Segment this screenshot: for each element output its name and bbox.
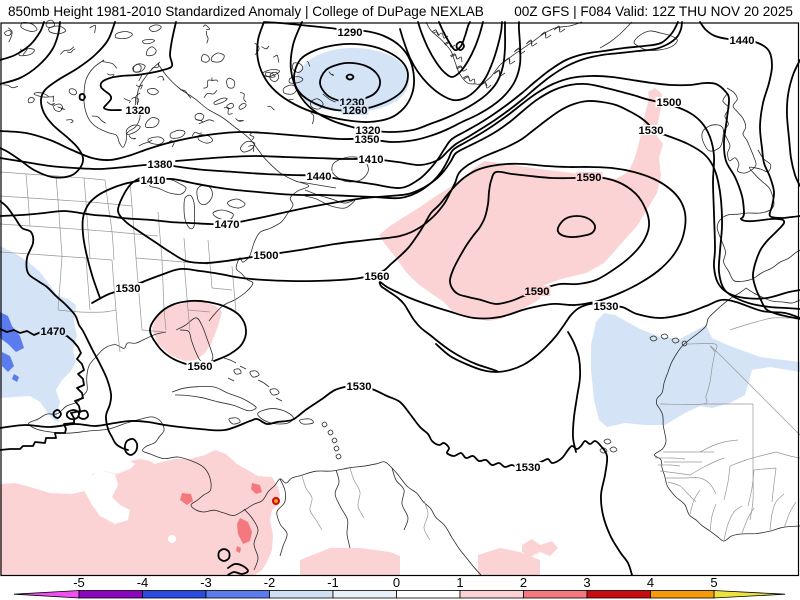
- svg-text:1530: 1530: [594, 301, 619, 313]
- svg-text:00Z GFS | F084 Valid: 12Z THU: 00Z GFS | F084 Valid: 12Z THU NOV 20 202…: [514, 4, 793, 19]
- svg-text:-1: -1: [327, 575, 339, 590]
- svg-text:1500: 1500: [254, 250, 279, 262]
- svg-text:1590: 1590: [525, 286, 550, 298]
- svg-text:3: 3: [583, 575, 590, 590]
- svg-text:1530: 1530: [347, 381, 372, 393]
- svg-text:5: 5: [710, 575, 717, 590]
- svg-text:-5: -5: [73, 575, 85, 590]
- svg-text:1410: 1410: [359, 154, 384, 166]
- svg-text:850mb Height 1981-2010 Standar: 850mb Height 1981-2010 Standardized Anom…: [8, 4, 484, 19]
- svg-text:-2: -2: [264, 575, 276, 590]
- svg-text:1590: 1590: [577, 172, 602, 184]
- svg-text:1440: 1440: [730, 35, 755, 47]
- svg-text:1530: 1530: [116, 283, 141, 295]
- svg-text:1380: 1380: [148, 159, 173, 171]
- svg-text:1470: 1470: [215, 219, 240, 231]
- svg-text:1: 1: [456, 575, 463, 590]
- svg-text:4: 4: [647, 575, 654, 590]
- svg-text:1290: 1290: [338, 27, 363, 39]
- svg-text:-4: -4: [137, 575, 149, 590]
- svg-text:1350: 1350: [355, 134, 380, 146]
- svg-text:1530: 1530: [639, 125, 664, 137]
- svg-text:2: 2: [520, 575, 527, 590]
- svg-text:1560: 1560: [365, 271, 390, 283]
- svg-text:1260: 1260: [343, 105, 368, 117]
- svg-text:0: 0: [393, 575, 400, 590]
- svg-text:1320: 1320: [126, 105, 151, 117]
- svg-text:1560: 1560: [188, 361, 213, 373]
- svg-text:1470: 1470: [41, 326, 66, 338]
- svg-text:1440: 1440: [307, 171, 332, 183]
- svg-text:-3: -3: [200, 575, 212, 590]
- svg-text:1410: 1410: [141, 175, 166, 187]
- svg-text:1500: 1500: [657, 97, 682, 109]
- svg-text:1530: 1530: [516, 462, 541, 474]
